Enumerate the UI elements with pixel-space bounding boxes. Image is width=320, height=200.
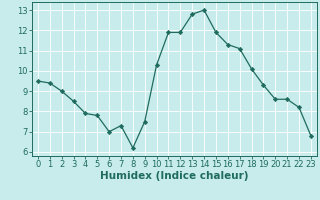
X-axis label: Humidex (Indice chaleur): Humidex (Indice chaleur)	[100, 171, 249, 181]
